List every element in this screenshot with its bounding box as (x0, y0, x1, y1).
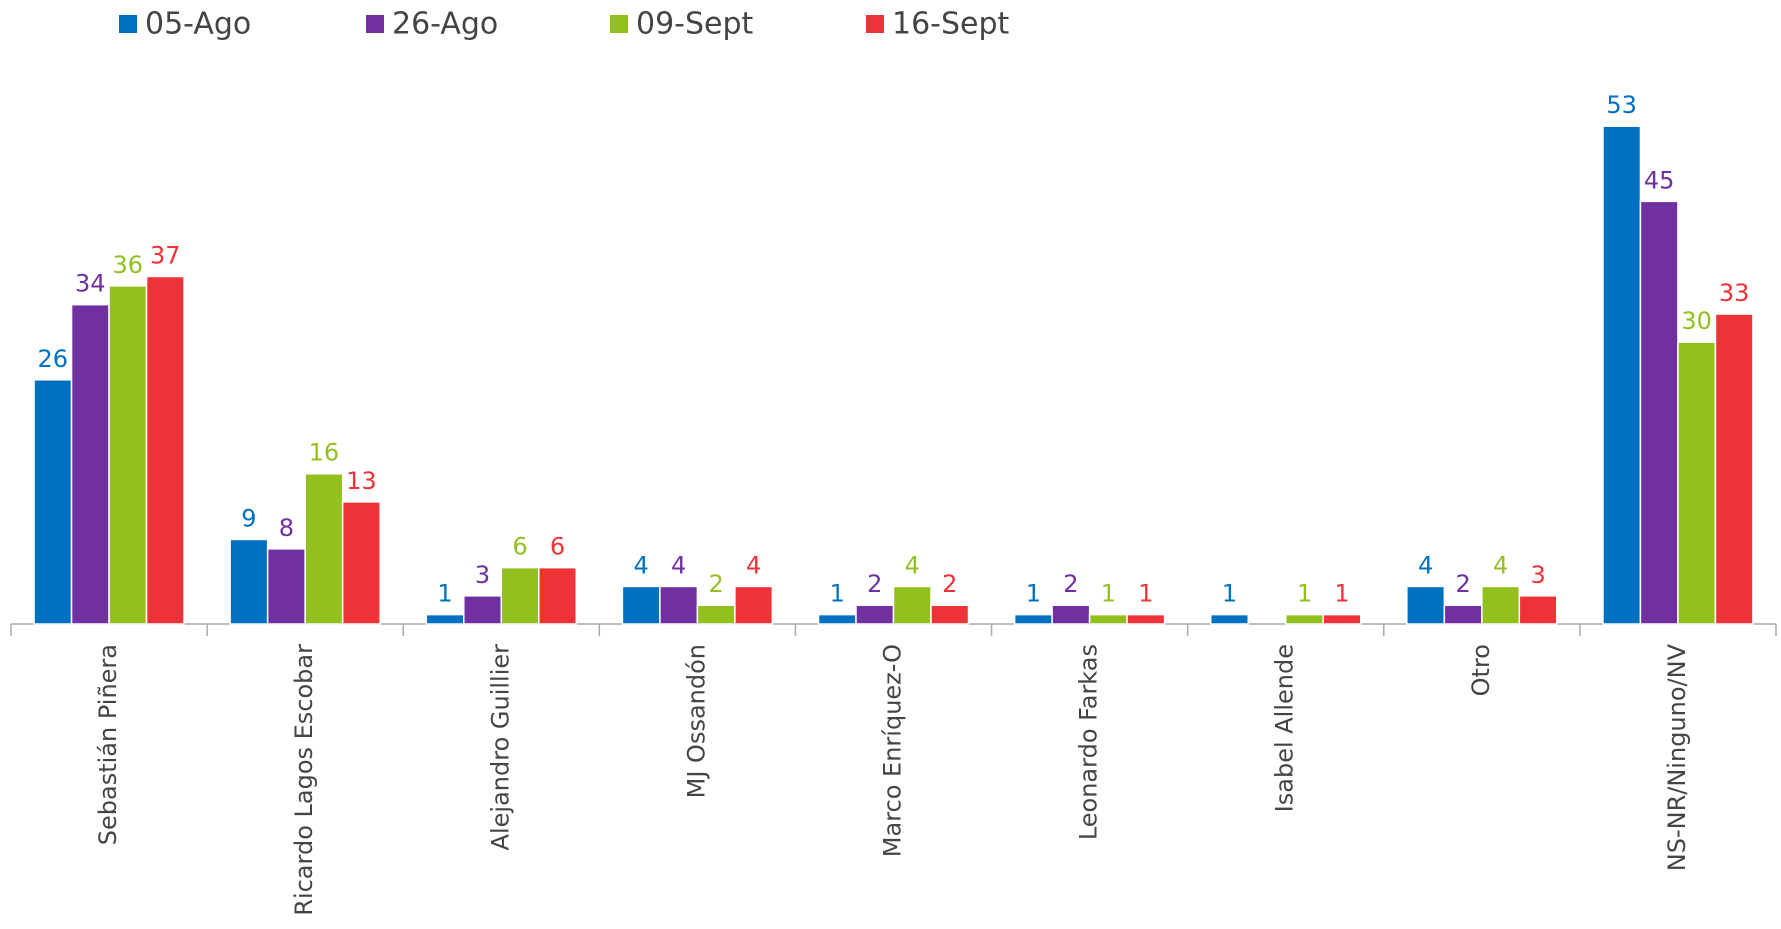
value-label: 1 (1138, 580, 1153, 608)
value-label: 4 (671, 551, 686, 579)
value-label: 16 (309, 439, 340, 467)
bar (1677, 341, 1717, 625)
bar (1013, 613, 1053, 625)
bar (266, 548, 306, 625)
category-label: Leonardo Farkas (1075, 644, 1103, 840)
value-label: 4 (746, 551, 761, 579)
legend-label: 09-Sept (636, 7, 754, 42)
value-label: 1 (1334, 580, 1349, 608)
bar (1481, 585, 1521, 625)
value-label: 8 (279, 514, 294, 542)
legend-label: 05-Ago (145, 7, 251, 42)
value-label: 53 (1606, 91, 1637, 119)
bar (1639, 200, 1679, 625)
value-label: 1 (1297, 580, 1312, 608)
value-label: 2 (1063, 570, 1078, 598)
bar (108, 285, 148, 625)
legend-swatch (610, 15, 628, 33)
value-label: 2 (867, 570, 882, 598)
category-label: Otro (1467, 644, 1495, 696)
legend-swatch (866, 15, 884, 33)
bar (341, 501, 381, 625)
legend-swatch (366, 15, 384, 33)
bar (1284, 613, 1324, 625)
value-label: 33 (1719, 279, 1750, 307)
value-label: 1 (830, 580, 845, 608)
bar (855, 604, 895, 625)
bar (425, 613, 465, 625)
value-label: 1 (1026, 580, 1041, 608)
bar (500, 566, 540, 625)
bar (463, 595, 503, 625)
category-label: Sebastián Piñera (94, 644, 122, 845)
value-label: 6 (512, 533, 527, 561)
value-label: 9 (241, 504, 256, 532)
category-label: Marco Enríquez-O (879, 644, 907, 857)
bar (621, 585, 661, 625)
bar (538, 566, 578, 625)
category-label: Ricardo Lagos Escobar (290, 644, 318, 916)
value-label: 1 (1101, 580, 1116, 608)
category-label: Isabel Allende (1271, 644, 1299, 812)
value-label: 30 (1681, 307, 1712, 335)
value-label: 6 (550, 533, 565, 561)
bar (1051, 604, 1091, 625)
bar (1518, 595, 1558, 625)
bar (817, 613, 857, 625)
bar (1126, 613, 1166, 625)
value-label: 1 (1222, 580, 1237, 608)
value-label: 2 (942, 570, 957, 598)
value-label: 37 (150, 241, 181, 269)
value-label: 4 (1493, 551, 1508, 579)
bar (304, 472, 344, 625)
legend-label: 26-Ago (392, 7, 498, 42)
value-label: 4 (633, 551, 648, 579)
value-label: 3 (1530, 561, 1545, 589)
bar (70, 303, 110, 625)
category-label: NS-NR/Ninguno/NV (1663, 643, 1691, 871)
value-label: 13 (346, 467, 377, 495)
bar (1322, 613, 1362, 625)
value-label: 3 (475, 561, 490, 589)
value-label: 1 (437, 580, 452, 608)
legend-label: 16-Sept (892, 7, 1010, 42)
bar (33, 379, 73, 625)
bar (930, 604, 970, 625)
legend-swatch (119, 15, 137, 33)
bar (1443, 604, 1483, 625)
bar (1209, 613, 1249, 625)
category-label: Alejandro Guillier (486, 644, 514, 851)
value-label: 34 (75, 270, 106, 298)
category-label: MJ Ossandón (682, 644, 710, 798)
bar (892, 585, 932, 625)
value-label: 4 (1418, 551, 1433, 579)
value-label: 2 (1455, 570, 1470, 598)
bar (1088, 613, 1128, 625)
bar (734, 585, 774, 625)
bar (1602, 125, 1642, 625)
bar (229, 538, 269, 625)
bar (145, 275, 185, 625)
bar (696, 604, 736, 625)
value-label: 2 (708, 570, 723, 598)
value-label: 26 (38, 345, 69, 373)
bar (1406, 585, 1446, 625)
value-label: 4 (905, 551, 920, 579)
value-label: 45 (1644, 166, 1675, 194)
bar (1714, 313, 1754, 625)
value-label: 36 (113, 251, 144, 279)
bar (659, 585, 699, 625)
